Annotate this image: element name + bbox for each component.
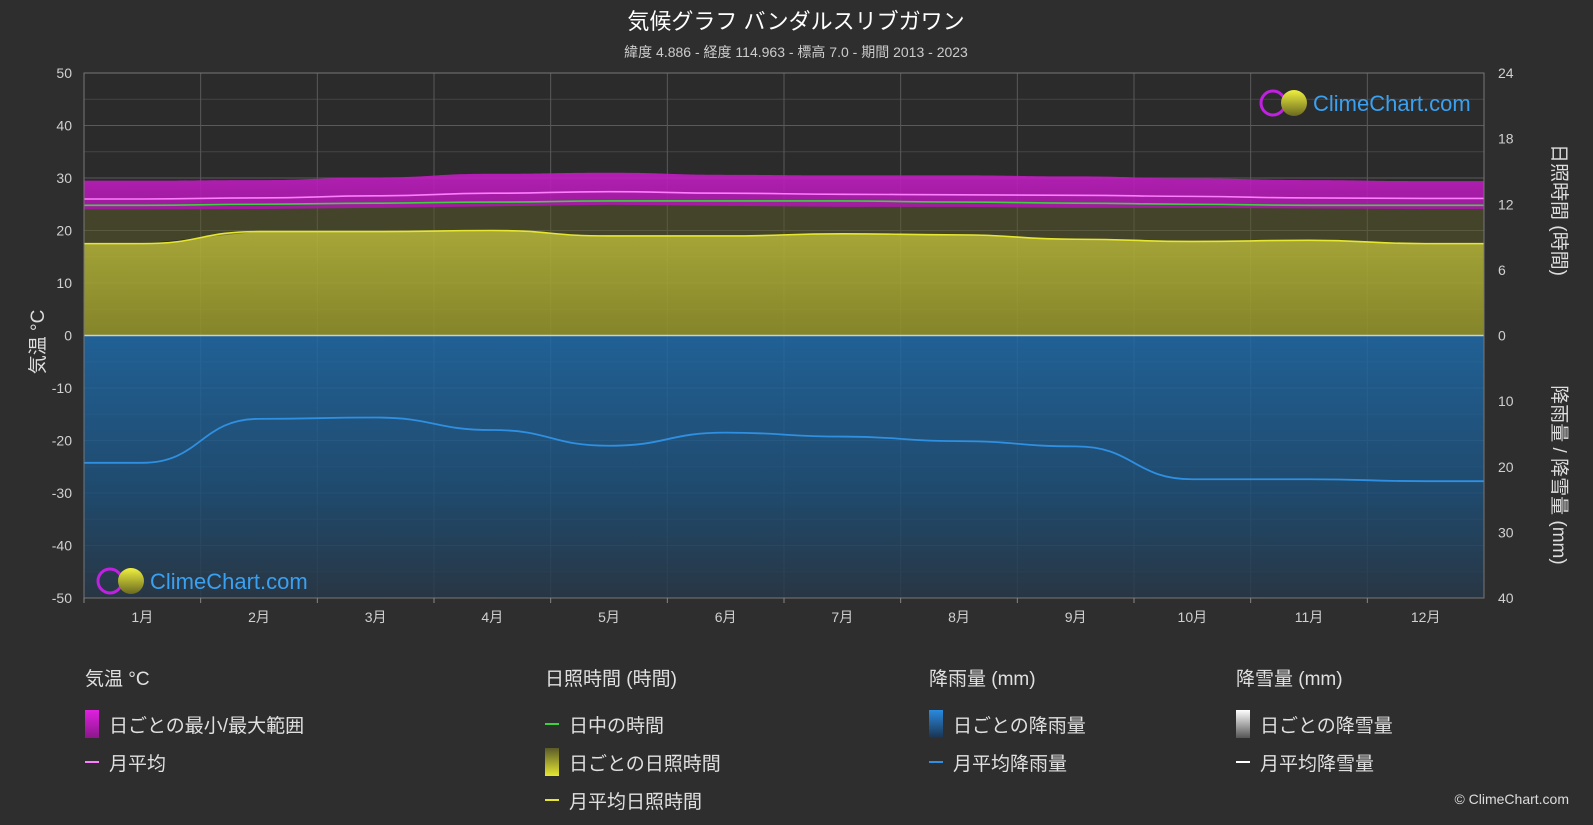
x-tick-label: 3月 (365, 609, 387, 625)
logo-sun-icon (118, 568, 144, 594)
legend-label: 日ごとの降雪量 (1260, 715, 1393, 737)
x-tick-label: 10月 (1178, 609, 1208, 625)
legend-label: 日ごとの日照時間 (569, 753, 721, 775)
temp-range-band (84, 172, 1484, 210)
chart-subtitle: 緯度 4.886 - 経度 114.963 - 標高 7.0 - 期間 2013… (624, 44, 968, 60)
legend-item: 日ごとの最小/最大範囲 (85, 705, 304, 743)
left-tick-label: 10 (56, 275, 72, 291)
sunshine-daily-area (84, 230, 1484, 336)
legend-item: 月平均 (85, 743, 304, 781)
left-tick-label: -30 (52, 485, 72, 501)
legend-label: 日ごとの最小/最大範囲 (109, 715, 305, 737)
sunshine-swatch (545, 748, 559, 776)
right-bottom-tick-label: 20 (1498, 459, 1514, 475)
right-top-tick-label: 0 (1498, 328, 1506, 344)
logo-text-bottom: ClimeChart.com (150, 569, 308, 594)
left-tick-label: 30 (56, 170, 72, 186)
legend-sunshine-title: 日照時間 (時間) (545, 669, 677, 690)
logo-text-top: ClimeChart.com (1313, 91, 1471, 116)
rain-avg-line (83, 416, 1484, 483)
left-tick-label: 0 (64, 328, 72, 344)
rain-swatch (929, 710, 943, 738)
legend-temperature: 気温 °C 日ごとの最小/最大範囲 月平均 (85, 664, 304, 781)
x-tick-label: 11月 (1295, 609, 1324, 625)
temp-range-swatch (85, 710, 99, 738)
legend-snow-title: 降雪量 (mm) (1236, 669, 1343, 690)
snow-avg-swatch (1236, 761, 1250, 763)
legend-item: 日ごとの降雨量 (929, 705, 1086, 743)
left-tick-label: 40 (56, 118, 72, 134)
chart-title: 気候グラフ バンダルスリブガワン (627, 9, 964, 34)
axes: 50 40 30 20 10 0 -10 -20 -30 -40 -50 24 18 12 6 0 10 20 30… (52, 65, 1514, 625)
right-bottom-tick-label: 10 (1498, 393, 1514, 409)
left-tick-label: 50 (56, 65, 72, 81)
copyright: © ClimeChart.com (1454, 791, 1569, 807)
legend-item: 日ごとの日照時間 (545, 743, 721, 781)
left-tick-label: -50 (52, 590, 72, 606)
legend-item: 月平均降雨量 (929, 743, 1086, 781)
right-top-tick-label: 24 (1498, 65, 1514, 81)
x-tick-label: 12月 (1411, 609, 1441, 625)
legend-label: 月平均 (109, 753, 167, 775)
snow-swatch (1236, 710, 1250, 738)
right-axis-bottom-label: 降雨量 / 降雪量 (mm) (1548, 385, 1570, 564)
rain-daily-area (84, 335, 1484, 598)
right-bottom-tick-label: 40 (1498, 590, 1514, 606)
left-tick-label: -20 (52, 433, 72, 449)
sunshine-variation-band (84, 200, 1484, 244)
legend-label: 月平均降雪量 (1260, 753, 1375, 775)
right-bottom-tick-label: 30 (1498, 524, 1514, 540)
legend-item: 日中の時間 (545, 705, 721, 743)
x-tick-label: 1月 (131, 609, 153, 625)
legend-label: 月平均日照時間 (569, 791, 703, 813)
right-top-tick-label: 6 (1498, 262, 1506, 278)
temp-avg-line (84, 190, 1484, 200)
legend-item: 日ごとの降雪量 (1236, 705, 1393, 743)
legend-label: 日中の時間 (569, 715, 665, 737)
x-tick-label: 5月 (598, 609, 620, 625)
x-tick-label: 8月 (948, 609, 970, 625)
legend-snow: 降雪量 (mm) 日ごとの降雪量 月平均降雪量 (1236, 664, 1393, 781)
legend-item: 月平均降雪量 (1236, 743, 1393, 781)
left-tick-label: -10 (52, 380, 72, 396)
legend-item: 月平均日照時間 (545, 781, 721, 819)
logo-bottom: ClimeChart.com (96, 567, 308, 595)
legend-sunshine: 日照時間 (時間) 日中の時間 日ごとの日照時間 月平均日照時間 (545, 664, 721, 819)
legend-label: 月平均降雨量 (953, 753, 1068, 775)
right-top-tick-label: 12 (1498, 196, 1514, 212)
data-marks (83, 172, 1484, 598)
rain-avg-swatch (929, 761, 943, 763)
legend-label: 日ごとの降雨量 (953, 715, 1086, 737)
legend-rain-title: 降雨量 (mm) (929, 669, 1036, 690)
left-axis-label: 気温 °C (27, 310, 49, 375)
logo-sun-icon (1281, 90, 1307, 116)
daylight-line (83, 200, 1484, 207)
legend-temperature-title: 気温 °C (85, 669, 150, 690)
x-tick-label: 7月 (831, 609, 853, 625)
sunshine-avg-line (84, 229, 1484, 245)
daylight-swatch (545, 723, 559, 725)
left-tick-label: 20 (56, 223, 72, 239)
x-tick-label: 4月 (481, 609, 503, 625)
x-tick-label: 2月 (248, 609, 270, 625)
sunshine-avg-swatch (545, 799, 559, 801)
right-top-tick-label: 18 (1498, 131, 1514, 147)
right-axis-top-label: 日照時間 (時間) (1548, 144, 1570, 276)
logo-top: ClimeChart.com (1259, 89, 1471, 117)
x-tick-label: 9月 (1065, 609, 1087, 625)
temp-avg-swatch (85, 761, 99, 763)
x-tick-label: 6月 (715, 609, 737, 625)
left-tick-label: -40 (52, 538, 72, 554)
legend-rain: 降雨量 (mm) 日ごとの降雨量 月平均降雨量 (929, 664, 1086, 781)
